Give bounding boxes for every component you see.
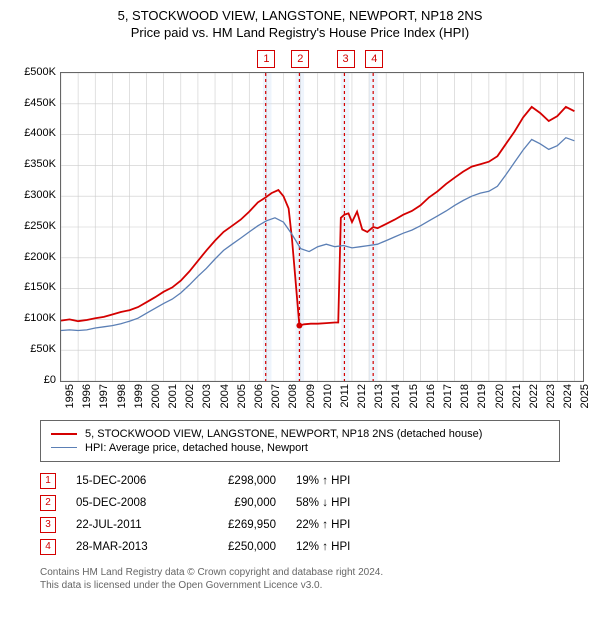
x-tick-label: 2007 bbox=[270, 384, 282, 408]
y-tick-label: £150K bbox=[24, 281, 56, 293]
x-tick-label: 2010 bbox=[322, 384, 334, 408]
y-tick-label: £350K bbox=[24, 158, 56, 170]
event-row: 2 05-DEC-2008 £90,000 58% ↓ HPI bbox=[40, 492, 560, 514]
x-tick-label: 1996 bbox=[81, 384, 93, 408]
event-marker: 4 bbox=[40, 539, 56, 555]
y-tick-label: £0 bbox=[44, 374, 56, 386]
event-date: 28-MAR-2013 bbox=[76, 541, 176, 553]
event-table: 1 15-DEC-2006 £298,000 19% ↑ HPI 2 05-DEC-200… bbox=[40, 470, 560, 558]
marker-row: 12 34 bbox=[60, 48, 584, 72]
event-marker: 1 bbox=[40, 473, 56, 489]
title-line-2: Price paid vs. HM Land Registry's House … bbox=[0, 25, 600, 42]
x-tick-label: 2025 bbox=[579, 384, 591, 408]
x-tick-label: 2023 bbox=[545, 384, 557, 408]
footer-line-2: This data is licensed under the Open Gov… bbox=[40, 579, 560, 592]
x-tick-label: 2017 bbox=[442, 384, 454, 408]
footer: Contains HM Land Registry data © Crown c… bbox=[40, 566, 560, 592]
event-change: 12% ↑ HPI bbox=[296, 541, 416, 553]
y-tick-label: £300K bbox=[24, 189, 56, 201]
event-change: 19% ↑ HPI bbox=[296, 475, 416, 487]
event-price: £269,950 bbox=[196, 519, 276, 531]
y-tick-label: £500K bbox=[24, 66, 56, 78]
legend-row: HPI: Average price, detached house, Newp… bbox=[51, 441, 549, 455]
event-row: 4 28-MAR-2013 £250,000 12% ↑ HPI bbox=[40, 536, 560, 558]
y-tick-label: £450K bbox=[24, 97, 56, 109]
x-tick-label: 2001 bbox=[167, 384, 179, 408]
legend: 5, STOCKWOOD VIEW, LANGSTONE, NEWPORT, N… bbox=[40, 420, 560, 462]
legend-swatch bbox=[51, 447, 77, 448]
plot-area bbox=[60, 72, 584, 382]
event-marker: 3 bbox=[40, 517, 56, 533]
event-change: 22% ↑ HPI bbox=[296, 519, 416, 531]
x-axis: 1995 1996 1997 1998 1999 2000 2001 2002 2003 2004… bbox=[60, 382, 584, 416]
event-row: 3 22-JUL-2011 £269,950 22% ↑ HPI bbox=[40, 514, 560, 536]
x-tick-label: 2006 bbox=[253, 384, 265, 408]
event-marker-top: 4 bbox=[365, 50, 383, 68]
x-tick-label: 2022 bbox=[528, 384, 540, 408]
x-tick-label: 2011 bbox=[339, 384, 351, 408]
x-tick-label: 2015 bbox=[408, 384, 420, 408]
legend-row: 5, STOCKWOOD VIEW, LANGSTONE, NEWPORT, N… bbox=[51, 427, 549, 441]
y-tick-label: £400K bbox=[24, 127, 56, 139]
event-price: £90,000 bbox=[196, 497, 276, 509]
x-tick-label: 2004 bbox=[219, 384, 231, 408]
y-tick-label: £100K bbox=[24, 312, 56, 324]
event-marker-top: 2 bbox=[291, 50, 309, 68]
legend-label: 5, STOCKWOOD VIEW, LANGSTONE, NEWPORT, N… bbox=[85, 428, 482, 440]
y-tick-label: £50K bbox=[30, 343, 56, 355]
x-tick-label: 2009 bbox=[305, 384, 317, 408]
title-line-1: 5, STOCKWOOD VIEW, LANGSTONE, NEWPORT, N… bbox=[0, 8, 600, 25]
legend-swatch bbox=[51, 433, 77, 435]
event-row: 1 15-DEC-2006 £298,000 19% ↑ HPI bbox=[40, 470, 560, 492]
x-tick-label: 1995 bbox=[64, 384, 76, 408]
event-price: £250,000 bbox=[196, 541, 276, 553]
y-tick-label: £200K bbox=[24, 251, 56, 263]
event-marker-top: 3 bbox=[337, 50, 355, 68]
x-tick-label: 2012 bbox=[356, 384, 368, 408]
x-tick-label: 2016 bbox=[425, 384, 437, 408]
event-marker-top: 1 bbox=[257, 50, 275, 68]
x-tick-label: 2002 bbox=[184, 384, 196, 408]
x-tick-label: 2018 bbox=[459, 384, 471, 408]
x-tick-label: 2014 bbox=[390, 384, 402, 408]
footer-line-1: Contains HM Land Registry data © Crown c… bbox=[40, 566, 560, 579]
x-tick-label: 2019 bbox=[476, 384, 488, 408]
x-tick-label: 2021 bbox=[511, 384, 523, 408]
event-date: 05-DEC-2008 bbox=[76, 497, 176, 509]
y-tick-label: £250K bbox=[24, 220, 56, 232]
event-marker: 2 bbox=[40, 495, 56, 511]
event-date: 22-JUL-2011 bbox=[76, 519, 176, 531]
x-tick-label: 1999 bbox=[133, 384, 145, 408]
x-tick-label: 2005 bbox=[236, 384, 248, 408]
legend-label: HPI: Average price, detached house, Newp… bbox=[85, 442, 308, 454]
event-price: £298,000 bbox=[196, 475, 276, 487]
x-tick-label: 1998 bbox=[116, 384, 128, 408]
x-tick-label: 2003 bbox=[201, 384, 213, 408]
chart-area: 12 34 £0 £50K £100K £150K £200K £250K £300K £350… bbox=[12, 48, 588, 416]
event-date: 15-DEC-2006 bbox=[76, 475, 176, 487]
x-tick-label: 2024 bbox=[562, 384, 574, 408]
x-tick-label: 2008 bbox=[287, 384, 299, 408]
x-tick-label: 2020 bbox=[494, 384, 506, 408]
x-tick-label: 1997 bbox=[98, 384, 110, 408]
plot-svg bbox=[61, 73, 583, 381]
chart-container: 5, STOCKWOOD VIEW, LANGSTONE, NEWPORT, N… bbox=[0, 0, 600, 620]
event-change: 58% ↓ HPI bbox=[296, 497, 416, 509]
x-tick-label: 2013 bbox=[373, 384, 385, 408]
chart-title: 5, STOCKWOOD VIEW, LANGSTONE, NEWPORT, N… bbox=[0, 0, 600, 42]
x-tick-label: 2000 bbox=[150, 384, 162, 408]
